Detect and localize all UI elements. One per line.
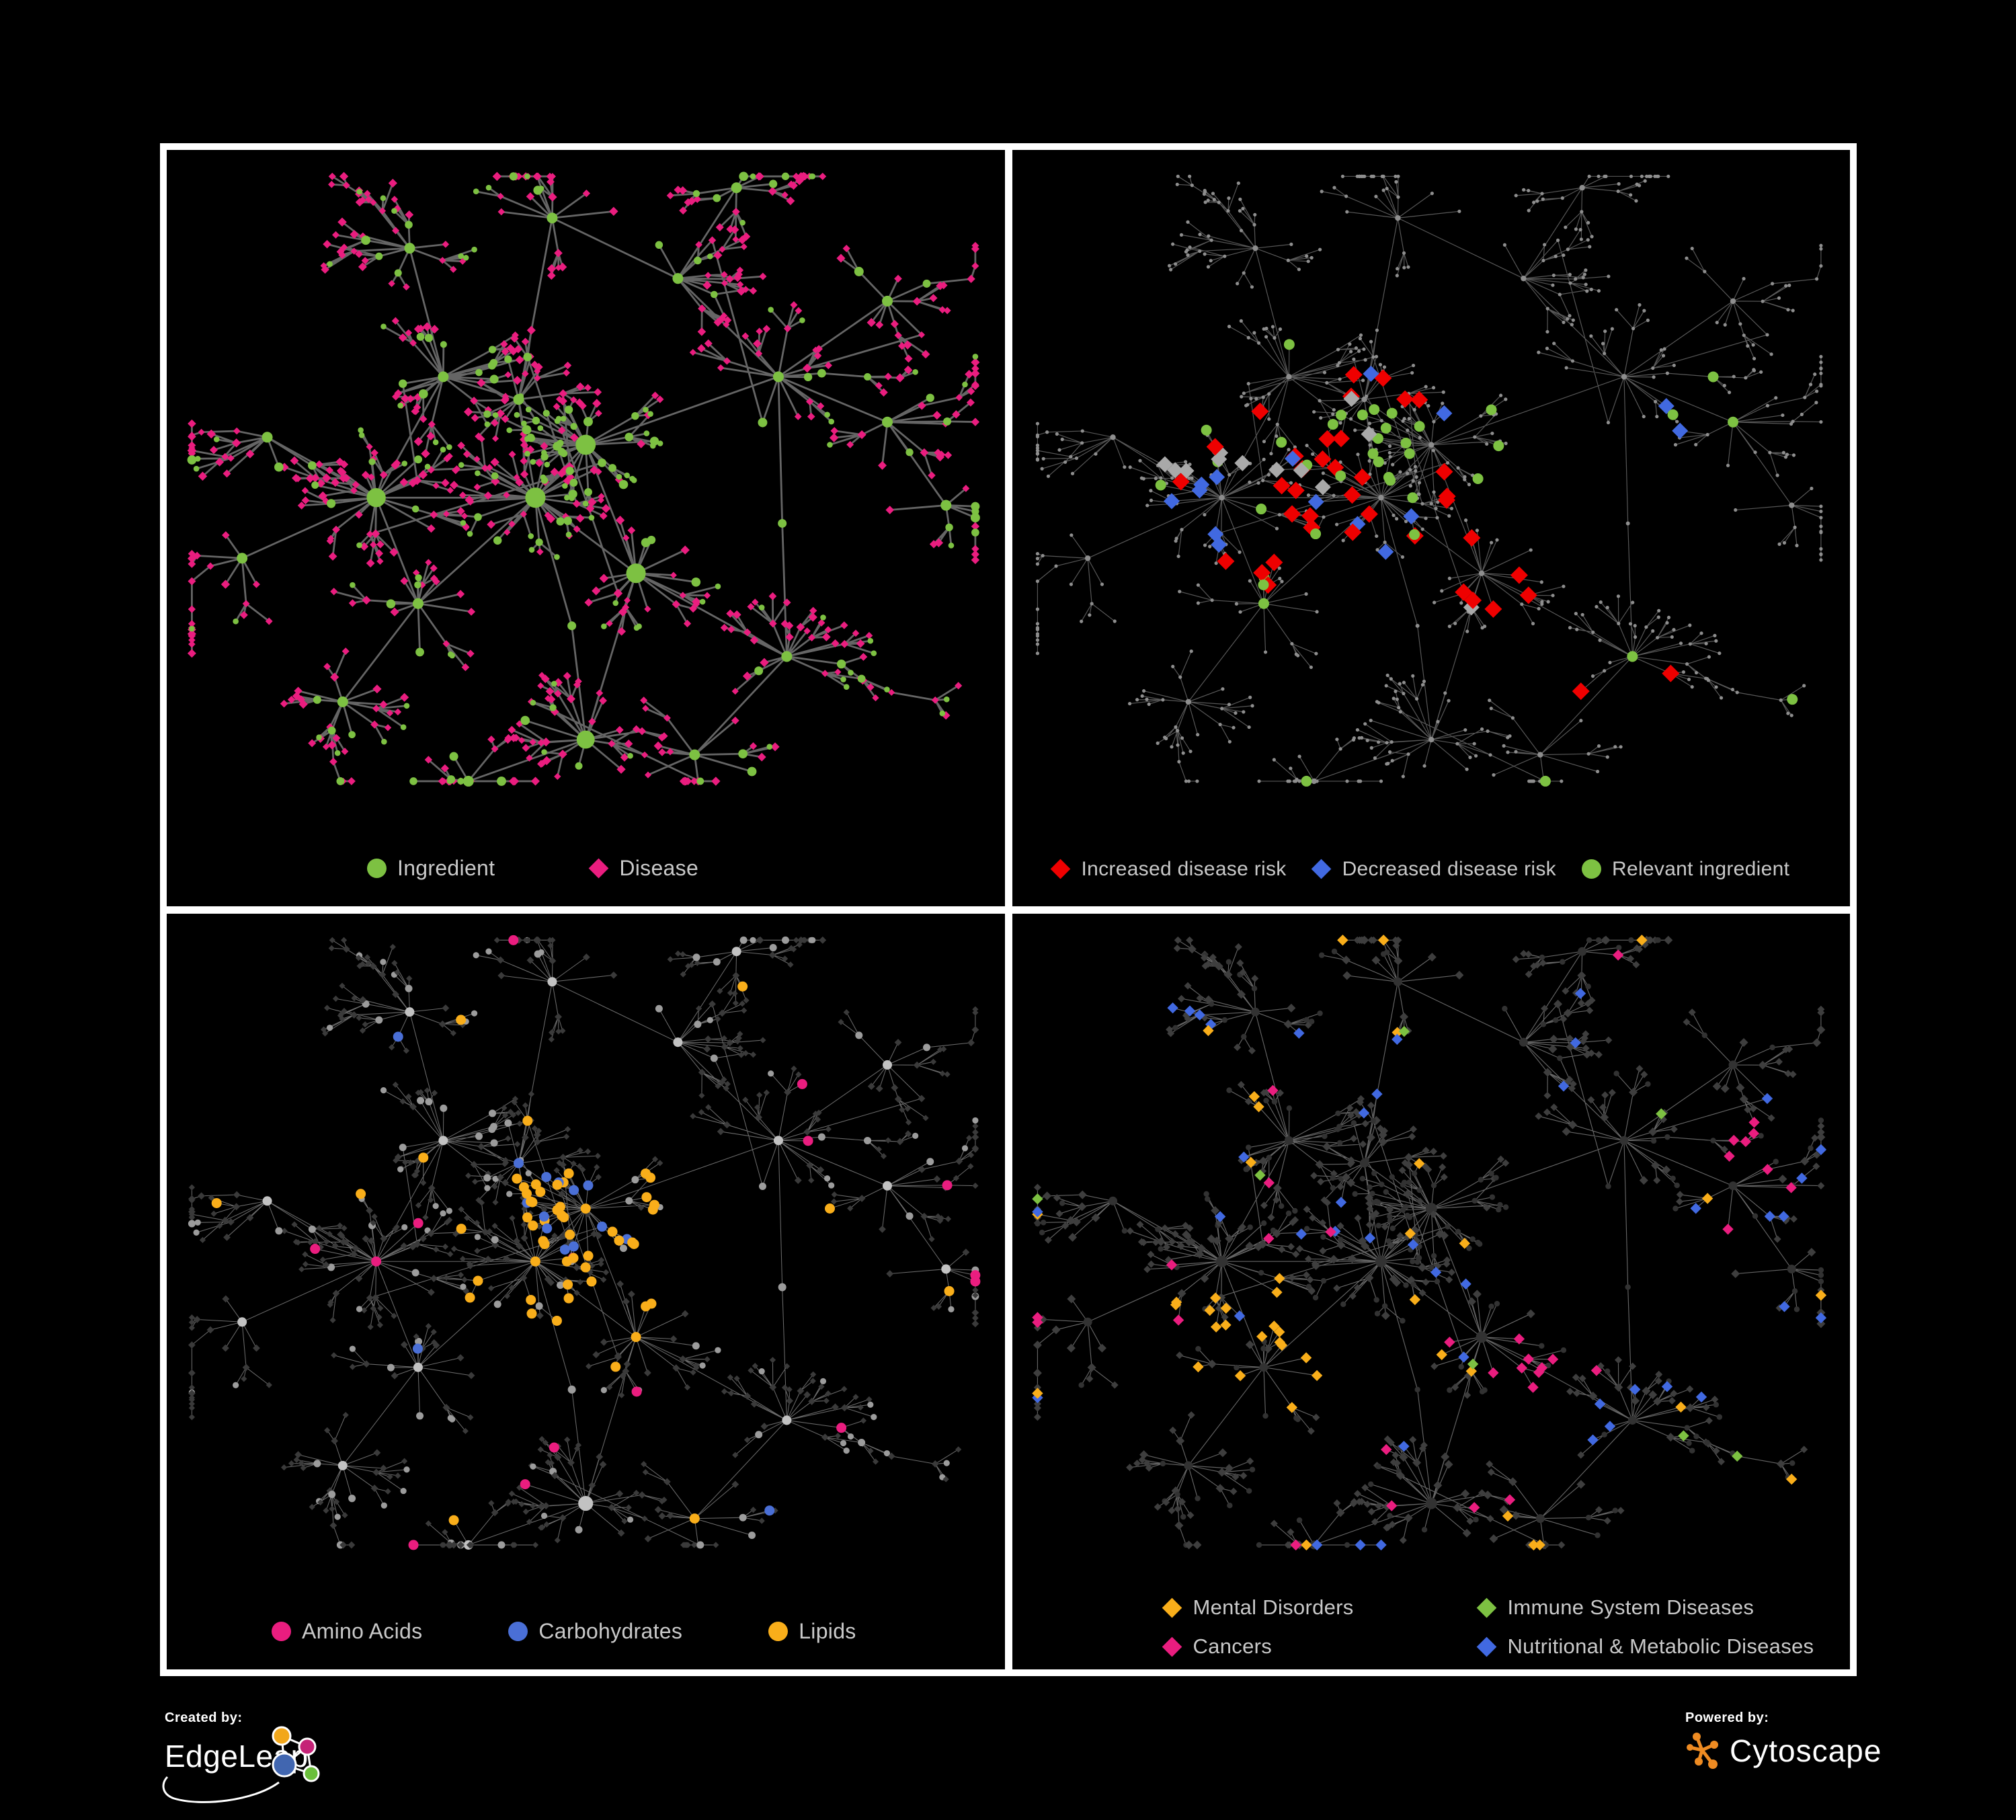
legend-label: Immune System Diseases <box>1507 1595 1755 1619</box>
base-nodes <box>1035 174 1822 785</box>
legend-item-amino-acids: Amino Acids <box>270 1619 422 1644</box>
diamond-marker <box>1050 859 1072 880</box>
legend-item-relevant-ingredient: Relevant ingredient <box>1580 858 1789 881</box>
legend-label: Carbohydrates <box>538 1619 683 1643</box>
network-graph-disease-risk <box>1035 174 1822 787</box>
legend-label: Amino Acids <box>302 1619 423 1643</box>
circle-marker <box>507 1621 528 1643</box>
legend-label: Cancers <box>1193 1634 1273 1658</box>
base-nodes <box>188 936 979 1550</box>
base-nodes <box>1033 935 1825 1549</box>
edgeleap-network-icon <box>272 1726 320 1782</box>
legend-item-nutritional-metabolic-diseases: Nutritional & Metabolic Diseases <box>1476 1634 1814 1659</box>
created-by-block: Created by: EdgeLeap <box>162 1710 474 1818</box>
legend-label: Ingredient <box>397 855 495 880</box>
legend-label: Mental Disorders <box>1193 1595 1354 1619</box>
highlight-nodes <box>1031 934 1826 1550</box>
network-graph-disease-categories <box>1031 934 1826 1550</box>
legend-ingredient-disease: Ingredient Disease <box>366 856 698 881</box>
edgeleap-lockup: EdgeLeap <box>162 1726 474 1803</box>
legend-label: Decreased disease risk <box>1342 857 1556 880</box>
legend-item-mental-disorders: Mental Disorders <box>1162 1595 1476 1620</box>
diamond-marker <box>588 857 609 879</box>
legend-disease-risk: Increased disease risk Decreased disease … <box>1050 858 1790 881</box>
legend-item-increased-disease-risk: Increased disease risk <box>1050 858 1287 881</box>
panel-nutrient-classes: Amino Acids Carbohydrates Lipids <box>167 913 1005 1669</box>
cytoscape-wordmark: Cytoscape <box>1730 1733 1882 1768</box>
powered-by-block: Powered by: Cytoscape <box>1685 1710 1981 1805</box>
circle-marker <box>1580 859 1602 880</box>
legend-nutrient-classes: Amino Acids Carbohydrates Lipids <box>270 1619 856 1644</box>
cytoscape-icon <box>1687 1733 1718 1769</box>
created-by-label: Created by: <box>165 1710 243 1725</box>
powered-by-label: Powered by: <box>1685 1710 1769 1725</box>
panel-disease-categories: Mental Disorders Immune System Diseases Ca… <box>1012 913 1850 1669</box>
network-graph-nutrient-classes <box>188 935 981 1550</box>
legend-item-immune-system-diseases: Immune System Diseases <box>1476 1595 1814 1620</box>
network-graph-ingredient-disease <box>187 171 980 787</box>
legend-item-ingredient: Ingredient <box>366 856 495 881</box>
panel-disease-risk: Increased disease risk Decreased disease … <box>1012 150 1850 906</box>
legend-item-lipids: Lipids <box>767 1619 856 1644</box>
diamond-marker <box>1162 1636 1183 1657</box>
legend-label: Lipids <box>799 1619 856 1643</box>
diamond-marker <box>1311 859 1332 880</box>
legend-label: Disease <box>619 855 699 880</box>
circle-marker <box>767 1621 789 1643</box>
legend-item-decreased-disease-risk: Decreased disease risk <box>1311 858 1556 881</box>
circle-marker <box>270 1621 292 1643</box>
edgeleap-swoosh <box>162 1776 280 1803</box>
legend-item-cancers: Cancers <box>1162 1634 1476 1659</box>
circle-marker <box>366 857 387 879</box>
highlight-nodes <box>1155 339 1798 787</box>
legend-label: Nutritional & Metabolic Diseases <box>1507 1634 1814 1658</box>
diamond-marker <box>1476 1636 1498 1657</box>
legend-disease-categories: Mental Disorders Immune System Diseases Ca… <box>1162 1595 1814 1659</box>
legend-item-disease: Disease <box>588 856 698 881</box>
legend-item-carbohydrates: Carbohydrates <box>507 1619 682 1644</box>
diamond-marker <box>1162 1597 1183 1618</box>
legend-label: Increased disease risk <box>1081 857 1287 880</box>
panel-grid: Ingredient Disease Increased disease risk… <box>160 143 1857 1676</box>
highlight-nodes <box>187 171 980 787</box>
panel-ingredient-disease: Ingredient Disease <box>167 150 1005 906</box>
legend-label: Relevant ingredient <box>1612 857 1790 880</box>
highlight-nodes <box>211 935 981 1550</box>
diamond-marker <box>1476 1597 1498 1618</box>
